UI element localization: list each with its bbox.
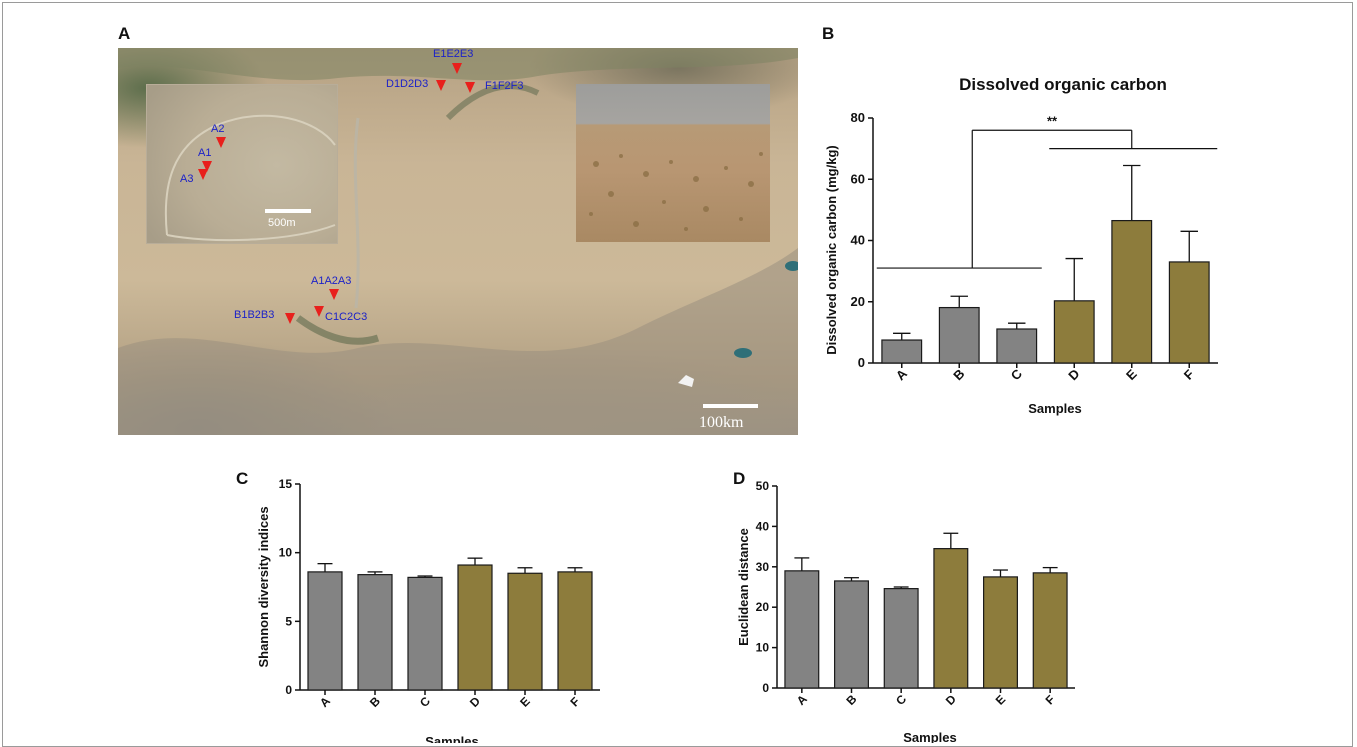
- x-tick-label: F: [1181, 366, 1197, 382]
- site-marker-icon: [285, 313, 295, 324]
- bar: [881, 339, 923, 364]
- main-scale-label: 100km: [699, 414, 744, 431]
- bar: [938, 306, 980, 364]
- bar: [834, 580, 869, 689]
- x-axis-label: Samples: [1028, 401, 1081, 416]
- bar: [557, 571, 593, 691]
- x-tick-label: B: [367, 694, 383, 710]
- y-tick-label: 40: [756, 519, 770, 533]
- y-tick-label: 30: [756, 560, 770, 574]
- x-tick-label: B: [950, 366, 967, 383]
- bar: [1053, 300, 1095, 364]
- inset-scale-bar: [265, 209, 311, 213]
- bar: [933, 548, 969, 689]
- y-axis-label: Shannon diversity indices: [256, 506, 271, 667]
- chart-title: Dissolved organic carbon: [959, 75, 1167, 94]
- euclidean-chart: Euclidean distance Samples 0 10 20 30 40 50 A B…: [736, 479, 1075, 743]
- bar: [1032, 572, 1068, 689]
- bar: [407, 576, 443, 691]
- bar: [507, 572, 543, 691]
- x-tick-label: D: [943, 692, 959, 708]
- y-tick-label: 20: [756, 600, 770, 614]
- site-marker-icon: [216, 137, 226, 148]
- doc-chart: Dissolved organic carbon Dissolved organ…: [824, 75, 1218, 416]
- y-tick-label: 15: [279, 477, 293, 491]
- x-tick-label: A: [794, 692, 810, 708]
- x-tick-label: E: [517, 694, 533, 710]
- y-axis-label: Euclidean distance: [736, 528, 751, 646]
- y-tick-label: 50: [756, 479, 770, 493]
- site-label: F1F2F3: [485, 80, 524, 92]
- panel-label-c: C: [236, 469, 249, 488]
- bar: [883, 588, 919, 689]
- y-tick-label: 20: [851, 294, 865, 309]
- x-tick-label: B: [843, 692, 859, 708]
- x-tick-label: E: [993, 692, 1009, 708]
- y-tick-label: 0: [762, 681, 769, 695]
- bar: [1111, 219, 1153, 364]
- x-tick-label: A: [893, 366, 911, 384]
- satellite-map: A2 A1 A3 500m E1E2E3 D1D2D3 F1F2F3 A1A2A…: [118, 48, 798, 435]
- y-tick-label: 80: [851, 110, 865, 125]
- x-tick-label: C: [417, 694, 433, 710]
- main-scale-bar: [703, 404, 758, 408]
- site-marker-icon: [436, 80, 446, 91]
- x-axis-label: Samples: [903, 730, 956, 743]
- x-tick-label: E: [1123, 366, 1140, 383]
- x-tick-label: F: [567, 694, 582, 709]
- bar: [457, 564, 493, 691]
- bar: [357, 574, 393, 691]
- inset-site-map: A2 A1 A3 500m: [146, 84, 338, 244]
- inset-scale-label: 500m: [268, 217, 296, 229]
- x-axis-label: Samples: [425, 734, 478, 743]
- panel-label-b: B: [822, 24, 835, 43]
- significance-marker: **: [1047, 113, 1058, 128]
- panel-label-a: A: [118, 24, 131, 43]
- y-tick-label: 10: [756, 641, 770, 655]
- site-marker-icon: [314, 306, 324, 317]
- site-label: C1C2C3: [325, 311, 368, 323]
- bar: [307, 571, 343, 691]
- y-tick-label: 5: [285, 614, 292, 628]
- y-tick-label: 40: [851, 233, 865, 248]
- bar: [983, 576, 1018, 689]
- y-tick-label: 0: [285, 683, 292, 697]
- site-label: A1A2A3: [311, 275, 352, 287]
- inset-site-label: A1: [198, 147, 212, 159]
- site-label: E1E2E3: [433, 48, 474, 60]
- site-marker-icon: [202, 161, 212, 172]
- inset-site-label: A2: [211, 123, 225, 135]
- x-tick-label: D: [1065, 366, 1082, 383]
- y-tick-label: 0: [858, 355, 865, 370]
- site-label: B1B2B3: [234, 309, 275, 321]
- shannon-chart: Shannon diversity indices Samples 0 5 10 15…: [256, 477, 600, 743]
- x-tick-label: C: [893, 692, 909, 708]
- site-marker-icon: [329, 289, 339, 300]
- x-tick-label: D: [467, 694, 483, 710]
- x-tick-label: A: [317, 694, 333, 710]
- y-tick-label: 60: [851, 171, 865, 186]
- site-label: D1D2D3: [386, 78, 429, 90]
- y-tick-label: 10: [279, 546, 293, 560]
- panel-label-d: D: [733, 469, 746, 488]
- y-axis-label: Dissolved organic carbon (mg/kg): [824, 145, 839, 355]
- x-tick-label: F: [1043, 692, 1058, 707]
- site-marker-icon: [452, 63, 462, 74]
- site-marker-icon: [198, 169, 208, 180]
- inset-site-label: A3: [180, 173, 194, 185]
- site-marker-icon: [465, 82, 475, 93]
- bar: [784, 570, 820, 689]
- landscape-photo: [576, 84, 770, 242]
- x-tick-label: C: [1008, 366, 1026, 384]
- bar: [1168, 261, 1210, 364]
- bar: [996, 328, 1038, 364]
